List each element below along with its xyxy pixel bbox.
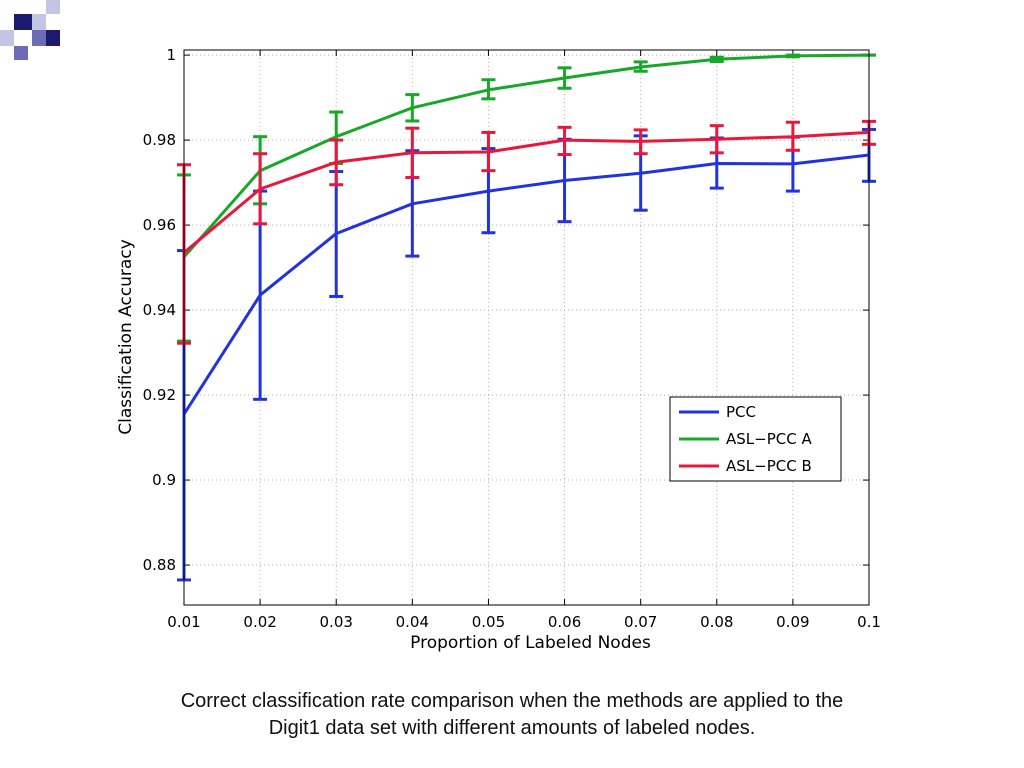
x-tick-label: 0.1 bbox=[857, 613, 881, 631]
logo-square-dark bbox=[14, 14, 32, 30]
caption-line-1: Correct classification rate comparison w… bbox=[180, 690, 844, 712]
y-tick-label: 0.98 bbox=[143, 131, 176, 149]
x-axis-title: Proportion of Labeled Nodes bbox=[410, 633, 651, 653]
y-tick-label: 0.9 bbox=[152, 471, 176, 489]
y-tick-label: 0.92 bbox=[143, 386, 176, 404]
x-tick-label: 0.04 bbox=[396, 613, 429, 631]
series-line bbox=[182, 53, 870, 258]
logo-square-light bbox=[32, 14, 46, 30]
x-tick-label: 0.06 bbox=[548, 613, 581, 631]
logo-square-mid bbox=[14, 46, 28, 60]
y-axis-title: Classification Accuracy bbox=[116, 239, 136, 435]
x-tick-label: 0.08 bbox=[700, 613, 733, 631]
legend-label: ASL−PCC A bbox=[726, 430, 812, 448]
x-tick-label: 0.09 bbox=[776, 613, 809, 631]
caption-line-2: Digit1 data set with different amounts o… bbox=[268, 717, 756, 739]
logo-square-mid bbox=[32, 30, 46, 46]
x-tick-label: 0.02 bbox=[243, 613, 276, 631]
y-tick-label: 0.94 bbox=[143, 301, 176, 319]
y-tick-label: 0.88 bbox=[143, 556, 176, 574]
x-tick-label: 0.05 bbox=[472, 613, 505, 631]
logo-square-dark bbox=[46, 30, 60, 46]
series-line bbox=[182, 153, 870, 416]
x-tick-label: 0.01 bbox=[167, 613, 200, 631]
series-line bbox=[183, 130, 870, 254]
presentation-logo bbox=[0, 0, 60, 60]
logo-square-light bbox=[46, 0, 60, 14]
plot-frame bbox=[183, 49, 870, 606]
plot-area bbox=[184, 50, 869, 605]
legend-label: PCC bbox=[726, 403, 756, 421]
logo-square-light bbox=[0, 30, 14, 46]
x-tick-label: 0.03 bbox=[320, 613, 353, 631]
accuracy-chart: 0.01 0.02 0.03 0.04 0.05 0.06 0.07 0.08 0.09 0.1 0… bbox=[116, 46, 881, 653]
x-tick-label: 0.07 bbox=[624, 613, 657, 631]
legend-label: ASL−PCC B bbox=[726, 457, 812, 475]
figure-caption: Correct classification rate comparison w… bbox=[100, 688, 924, 742]
y-tick-label: 0.96 bbox=[143, 216, 176, 234]
y-tick-label: 1 bbox=[166, 46, 176, 64]
